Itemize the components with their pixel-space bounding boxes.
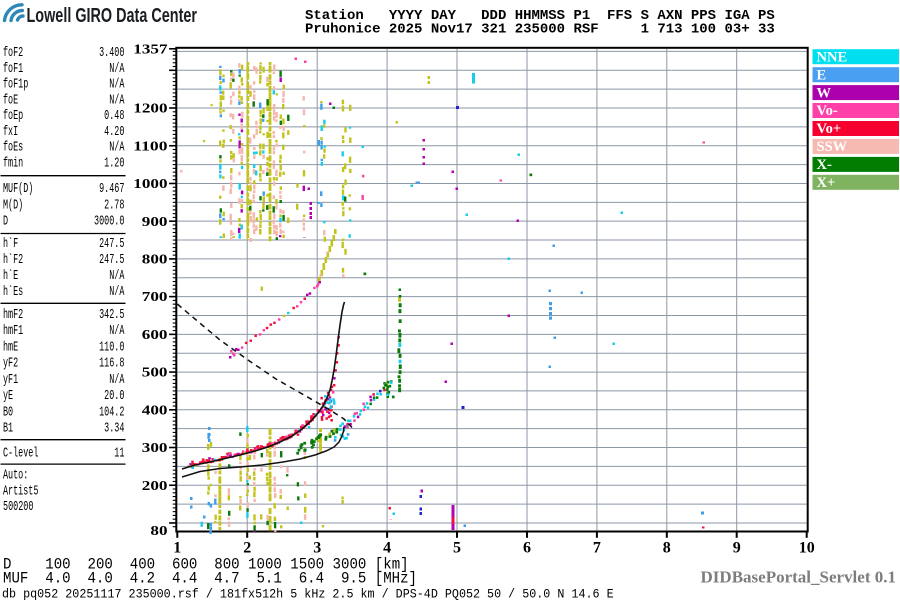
svg-text:yF2 116.8: yF2 116.8 <box>3 356 124 372</box>
svg-text:yF1 N/A: yF1 N/A <box>3 372 125 388</box>
svg-text:hmF1 N/A: hmF1 N/A <box>3 323 125 339</box>
svg-text:9: 9 <box>733 540 741 557</box>
svg-text:db pq052 20251117 235000.rsf /: db pq052 20251117 235000.rsf / 181fx512h… <box>2 588 614 600</box>
svg-text:600: 600 <box>142 328 168 343</box>
svg-text:7: 7 <box>593 540 601 557</box>
svg-text:NNE: NNE <box>817 49 848 65</box>
svg-text:B0 104.2: B0 104.2 <box>3 404 124 420</box>
svg-text:1100: 1100 <box>133 139 167 154</box>
svg-text:900: 900 <box>142 215 168 230</box>
svg-text:E: E <box>817 67 827 83</box>
svg-text:2: 2 <box>243 540 251 557</box>
svg-text:MUF(D) 9.467: MUF(D) 9.467 <box>3 181 124 197</box>
svg-text:Auto:: Auto: <box>3 468 28 484</box>
svg-text:fxI 4.20: fxI 4.20 <box>3 124 124 140</box>
svg-text:Vo-: Vo- <box>817 103 838 119</box>
svg-text:MUF 4.0 4.0 4.2 4.4 4.7: MUF 4.0 4.0 4.2 4.4 4.7 5.1 6.4 9.5 [MHz… <box>3 569 417 587</box>
svg-text:yE 20.0: yE 20.0 <box>3 388 124 404</box>
svg-text:3: 3 <box>313 540 321 557</box>
svg-text:300: 300 <box>142 441 168 456</box>
svg-text:8: 8 <box>663 540 671 557</box>
svg-text:1200: 1200 <box>133 102 167 117</box>
svg-text:Station YYYY DAY DDD HHMMS: Station YYYY DAY DDD HHMMSS P1 FFS S AXN… <box>305 8 775 24</box>
svg-text:1000: 1000 <box>133 177 167 192</box>
svg-text:4: 4 <box>383 540 391 557</box>
svg-text:500200: 500200 <box>3 499 33 515</box>
svg-text:foEs N/A: foEs N/A <box>3 140 125 156</box>
svg-text:800: 800 <box>142 253 168 268</box>
svg-text:h`F 247.5: h`F 247.5 <box>3 236 124 252</box>
svg-text:X+: X+ <box>817 175 836 191</box>
svg-text:C-level 11: C-level 11 <box>3 446 124 462</box>
svg-text:DIDBasePortal_Servlet 0.1: DIDBasePortal_Servlet 0.1 <box>701 568 896 587</box>
svg-text:h`Es N/A: h`Es N/A <box>3 284 125 300</box>
svg-text:5: 5 <box>453 540 461 557</box>
svg-text:foEp 0.48: foEp 0.48 <box>3 108 124 124</box>
svg-text:hmF2 342.5: hmF2 342.5 <box>3 307 124 323</box>
svg-text:X-: X- <box>817 157 832 173</box>
svg-text:6: 6 <box>523 540 531 557</box>
svg-text:700: 700 <box>142 290 168 305</box>
svg-text:foE N/A: foE N/A <box>3 92 125 108</box>
svg-text:h`E N/A: h`E N/A <box>3 268 125 284</box>
svg-text:W: W <box>817 85 832 101</box>
svg-text:1: 1 <box>173 540 181 557</box>
svg-text:400: 400 <box>142 403 168 418</box>
svg-text:M(D) 2.78: M(D) 2.78 <box>3 197 124 213</box>
svg-text:Pruhonice 2025 Nov17 321 23500: Pruhonice 2025 Nov17 321 235000 RSF 1 71… <box>305 21 775 37</box>
svg-text:hmE 110.0: hmE 110.0 <box>3 339 124 355</box>
svg-text:h`F2 247.5: h`F2 247.5 <box>3 252 124 268</box>
svg-text:1357: 1357 <box>133 42 167 57</box>
svg-text:D 100 200 400 600 800 1: D 100 200 400 600 800 1000 1500 3000 [km… <box>3 555 409 573</box>
svg-text:200: 200 <box>142 479 168 494</box>
svg-text:10: 10 <box>799 540 815 557</box>
svg-text:fmin 1.20: fmin 1.20 <box>3 155 124 171</box>
svg-text:foF1 N/A: foF1 N/A <box>3 61 125 77</box>
svg-text:80: 80 <box>150 524 167 539</box>
svg-text:500: 500 <box>142 366 168 381</box>
svg-text:foF1p N/A: foF1p N/A <box>3 77 125 93</box>
svg-text:D 3000.0: D 3000.0 <box>3 214 124 230</box>
svg-text:Vo+: Vo+ <box>817 121 842 137</box>
svg-text:foF2 3.400: foF2 3.400 <box>3 45 124 61</box>
svg-text:SSW: SSW <box>817 139 848 155</box>
svg-text:B1 3.34: B1 3.34 <box>3 421 124 437</box>
svg-text:Artist5: Artist5 <box>3 484 38 500</box>
svg-text:Lowell GIRO Data Center: Lowell GIRO Data Center <box>27 5 198 27</box>
